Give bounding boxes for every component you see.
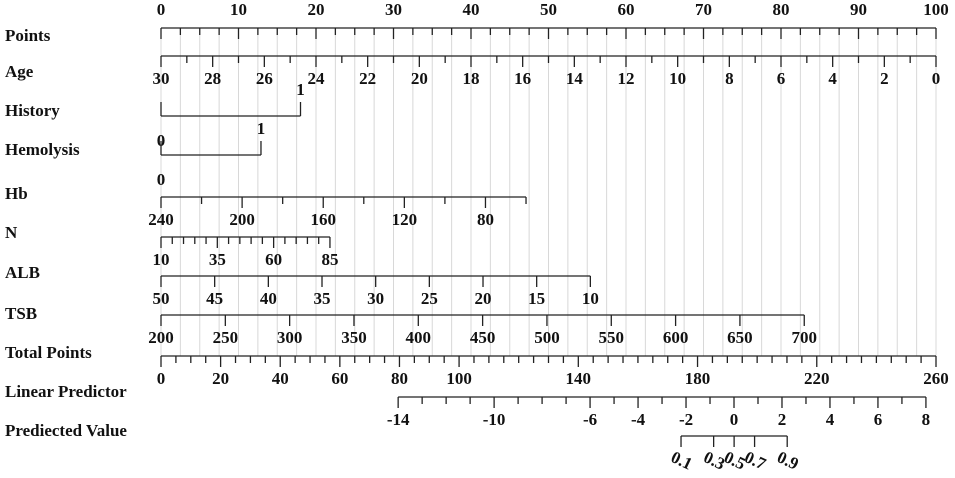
row-label: ALB bbox=[5, 263, 40, 282]
tick-label: 6 bbox=[874, 410, 883, 429]
tick-label: -10 bbox=[483, 410, 506, 429]
tick-label: 220 bbox=[804, 369, 830, 388]
tick-label: 100 bbox=[923, 0, 949, 19]
tick-label: 70 bbox=[695, 0, 712, 19]
tick-label: 60 bbox=[618, 0, 635, 19]
row-label: TSB bbox=[5, 304, 37, 323]
tick-label: 8 bbox=[725, 69, 734, 88]
tick-label: 0 bbox=[157, 170, 166, 189]
tick-label: 30 bbox=[385, 0, 402, 19]
tick-label: 40 bbox=[463, 0, 480, 19]
tick-label: 10 bbox=[153, 250, 170, 269]
tick-label: 160 bbox=[310, 210, 336, 229]
tick-label: 30 bbox=[367, 289, 384, 308]
tick-label: 35 bbox=[209, 250, 226, 269]
tick-label: 15 bbox=[528, 289, 545, 308]
tick-label: 50 bbox=[540, 0, 557, 19]
tick-label: 0.7 bbox=[742, 447, 770, 473]
tick-label: 45 bbox=[206, 289, 223, 308]
tick-label: 180 bbox=[685, 369, 711, 388]
tick-label: 140 bbox=[566, 369, 592, 388]
row-label: N bbox=[5, 223, 18, 242]
tick-label: 80 bbox=[477, 210, 494, 229]
tick-label: 30 bbox=[153, 69, 170, 88]
tick-label: 25 bbox=[421, 289, 438, 308]
tick-label: 450 bbox=[470, 328, 496, 347]
tick-label: -14 bbox=[387, 410, 410, 429]
tick-label: 90 bbox=[850, 0, 867, 19]
tick-label: -2 bbox=[679, 410, 693, 429]
tick-label: 0 bbox=[157, 0, 166, 19]
tick-label: 0 bbox=[157, 369, 166, 388]
tick-label: 260 bbox=[923, 369, 949, 388]
tick-label: 300 bbox=[277, 328, 303, 347]
tick-label: 120 bbox=[392, 210, 418, 229]
tick-label: 400 bbox=[406, 328, 432, 347]
tick-label: 20 bbox=[212, 369, 229, 388]
tick-label: 350 bbox=[341, 328, 367, 347]
tick-label: -4 bbox=[631, 410, 646, 429]
tick-label: 2 bbox=[778, 410, 787, 429]
tick-label: 24 bbox=[308, 69, 326, 88]
tick-label: 0 bbox=[932, 69, 941, 88]
tick-label: 22 bbox=[359, 69, 376, 88]
row-label: Hb bbox=[5, 184, 28, 203]
tick-label: 250 bbox=[213, 328, 239, 347]
tick-label: 500 bbox=[534, 328, 560, 347]
tick-label: 80 bbox=[391, 369, 408, 388]
tick-label: 16 bbox=[514, 69, 531, 88]
tick-label: 40 bbox=[260, 289, 277, 308]
tick-label: 240 bbox=[148, 210, 174, 229]
tick-label: 28 bbox=[204, 69, 221, 88]
tick-label: 40 bbox=[272, 369, 289, 388]
row-label: Linear Predictor bbox=[5, 382, 127, 401]
row-label: Total Points bbox=[5, 343, 92, 362]
tick-label: 700 bbox=[792, 328, 818, 347]
tick-label: 10 bbox=[669, 69, 686, 88]
tick-label: 8 bbox=[922, 410, 931, 429]
tick-label: 10 bbox=[230, 0, 247, 19]
tick-label: 200 bbox=[229, 210, 255, 229]
tick-label: 85 bbox=[321, 250, 338, 269]
row-label: Prediected Value bbox=[5, 421, 127, 440]
tick-label: 0.1 bbox=[668, 447, 695, 473]
tick-label: 60 bbox=[265, 250, 282, 269]
tick-label: 550 bbox=[599, 328, 625, 347]
tick-label: 2 bbox=[880, 69, 889, 88]
tick-label: 20 bbox=[308, 0, 325, 19]
tick-label: 4 bbox=[826, 410, 835, 429]
tick-label: 26 bbox=[256, 69, 273, 88]
tick-label: 1 bbox=[257, 119, 266, 138]
tick-label: 650 bbox=[727, 328, 753, 347]
tick-label: 20 bbox=[475, 289, 492, 308]
row-label: Points bbox=[5, 26, 51, 45]
tick-label: 0 bbox=[730, 410, 739, 429]
tick-label: -6 bbox=[583, 410, 597, 429]
tick-label: 4 bbox=[828, 69, 837, 88]
tick-label: 100 bbox=[446, 369, 472, 388]
tick-label: 6 bbox=[777, 69, 786, 88]
tick-label: 1 bbox=[296, 80, 305, 99]
tick-label: 80 bbox=[773, 0, 790, 19]
tick-label: 10 bbox=[582, 289, 599, 308]
row-label: Hemolysis bbox=[5, 140, 80, 159]
tick-label: 35 bbox=[314, 289, 331, 308]
tick-label: 12 bbox=[618, 69, 635, 88]
tick-label: 50 bbox=[153, 289, 170, 308]
tick-label: 18 bbox=[463, 69, 480, 88]
tick-label: 20 bbox=[411, 69, 428, 88]
tick-label: 600 bbox=[663, 328, 689, 347]
tick-label: 0.9 bbox=[774, 447, 801, 473]
tick-label: 0 bbox=[157, 131, 166, 150]
row-label: Age bbox=[5, 62, 34, 81]
tick-label: 60 bbox=[331, 369, 348, 388]
tick-label: 200 bbox=[148, 328, 174, 347]
tick-label: 14 bbox=[566, 69, 584, 88]
row-label: History bbox=[5, 101, 60, 120]
